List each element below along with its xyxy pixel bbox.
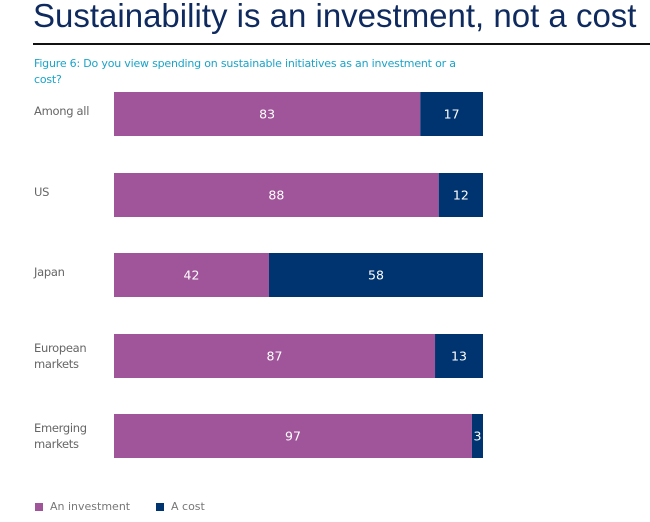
category-label-line: Emerging bbox=[34, 421, 87, 435]
category-label-line: European bbox=[34, 341, 87, 355]
bar-investment bbox=[114, 253, 269, 297]
bar-cost bbox=[438, 173, 483, 217]
category-label: Among all bbox=[34, 103, 89, 119]
bar-cost bbox=[435, 334, 483, 378]
category-label-line: Japan bbox=[34, 265, 65, 279]
legend-label-investment: An investment bbox=[50, 500, 131, 513]
bar-cost bbox=[268, 253, 483, 297]
bar-cost bbox=[420, 92, 483, 136]
category-label: US bbox=[34, 184, 49, 200]
category-label-line: US bbox=[34, 185, 50, 199]
legend-swatch-investment bbox=[35, 502, 43, 511]
data-label: 83 bbox=[259, 107, 275, 122]
bar-investment bbox=[114, 92, 421, 136]
category-label-line: markets bbox=[34, 357, 79, 371]
bar-investment bbox=[114, 414, 472, 458]
category-label: Japan bbox=[34, 264, 65, 280]
legend-item-investment: An investment bbox=[35, 500, 130, 513]
bar-cost bbox=[471, 414, 483, 458]
category-label-line: markets bbox=[34, 437, 79, 451]
data-label: 13 bbox=[451, 349, 467, 364]
category-label-line: Among all bbox=[34, 104, 90, 118]
data-label: 12 bbox=[453, 188, 469, 203]
data-label: 88 bbox=[268, 188, 284, 203]
page-title: Sustainability is an investment, not a c… bbox=[33, 0, 637, 34]
data-label: 17 bbox=[444, 107, 460, 122]
data-label: 97 bbox=[285, 429, 301, 444]
chart-title: Figure 6: Do you view spending on sustai… bbox=[34, 57, 456, 86]
title-divider bbox=[33, 43, 650, 45]
category-label: European markets bbox=[34, 340, 87, 372]
bar-investment bbox=[114, 334, 436, 378]
legend-item-cost: A cost bbox=[156, 500, 205, 513]
data-label: 3 bbox=[473, 429, 481, 444]
data-label: 42 bbox=[184, 268, 200, 283]
legend-label-cost: A cost bbox=[171, 500, 205, 513]
data-label: 87 bbox=[267, 349, 283, 364]
data-label: 58 bbox=[368, 268, 384, 283]
legend-swatch-cost bbox=[156, 502, 164, 511]
bar-investment bbox=[114, 173, 439, 217]
category-label: Emerging markets bbox=[34, 420, 87, 452]
